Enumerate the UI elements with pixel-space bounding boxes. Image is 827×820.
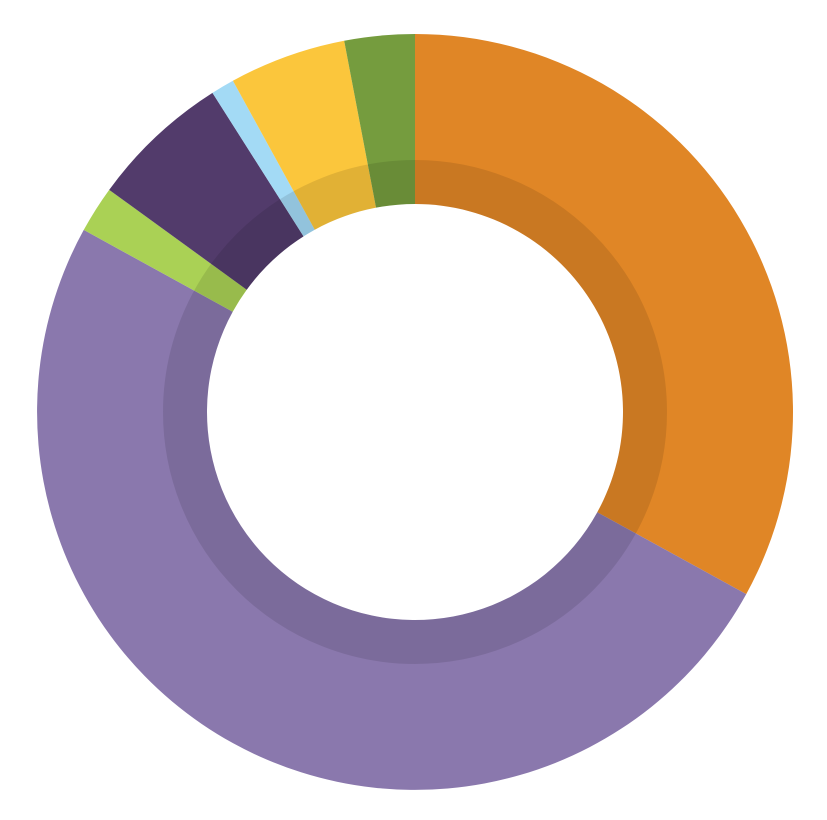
donut-slice (37, 229, 747, 790)
donut-slice (83, 189, 247, 312)
donut-slice (232, 40, 377, 230)
donut-slice (344, 34, 415, 208)
donut-slice (415, 34, 793, 595)
donut-slice (109, 92, 304, 290)
inner-shadow-ring (163, 160, 667, 664)
donut-slice (212, 80, 315, 237)
donut (37, 34, 793, 790)
